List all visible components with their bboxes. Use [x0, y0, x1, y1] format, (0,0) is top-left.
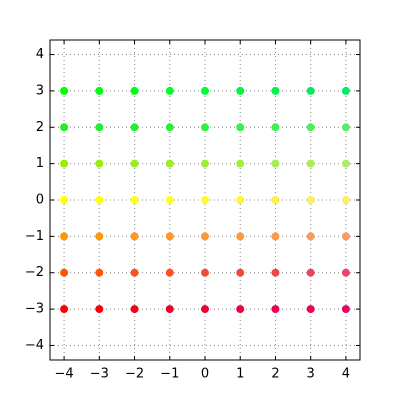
y-tick-label: 3 — [36, 83, 44, 98]
point — [341, 268, 350, 277]
point — [271, 305, 280, 314]
point — [201, 86, 209, 95]
y-tick-label: −4 — [25, 338, 44, 353]
point — [60, 159, 69, 168]
y-tick-label: −3 — [25, 302, 44, 317]
point — [60, 305, 69, 314]
point — [306, 86, 315, 95]
point — [341, 196, 350, 204]
point — [236, 123, 245, 132]
point — [130, 305, 139, 314]
y-tick-label: 4 — [36, 47, 44, 62]
point — [271, 232, 280, 241]
point — [165, 86, 174, 95]
y-tick-label: −2 — [25, 265, 44, 280]
point — [165, 196, 174, 204]
y-tick-label: 0 — [36, 193, 44, 208]
point — [95, 268, 104, 277]
point — [341, 123, 350, 132]
point — [95, 232, 104, 241]
point — [271, 123, 280, 132]
point — [95, 123, 104, 132]
point — [236, 305, 245, 314]
x-tick-label: −2 — [125, 367, 144, 382]
point — [130, 159, 139, 168]
point — [306, 232, 315, 241]
point — [271, 268, 280, 277]
point — [95, 86, 104, 95]
point — [60, 196, 69, 204]
y-tick-label: 2 — [36, 120, 44, 135]
point — [236, 232, 245, 241]
x-tick-label: −4 — [55, 367, 74, 382]
point — [341, 86, 350, 95]
point — [306, 123, 315, 132]
x-tick-label: 2 — [271, 367, 279, 382]
point — [60, 123, 69, 132]
point — [306, 159, 315, 168]
point — [201, 232, 209, 241]
point — [201, 268, 209, 277]
point — [341, 305, 350, 314]
x-tick-label: 1 — [236, 367, 244, 382]
point — [236, 268, 245, 277]
point — [95, 159, 104, 168]
point — [341, 159, 350, 168]
point — [95, 305, 104, 314]
point — [165, 305, 174, 314]
x-tick-label: 3 — [307, 367, 315, 382]
point — [60, 86, 69, 95]
point — [341, 232, 350, 241]
point — [201, 196, 209, 204]
x-tick-label: −1 — [160, 367, 179, 382]
point — [165, 159, 174, 168]
point — [236, 159, 245, 168]
point — [165, 232, 174, 241]
point — [271, 159, 280, 168]
point — [130, 86, 139, 95]
point — [201, 305, 209, 314]
point — [130, 196, 139, 204]
point — [165, 123, 174, 132]
point — [236, 196, 245, 204]
point — [95, 196, 104, 204]
point — [130, 268, 139, 277]
plot-frame — [49, 39, 361, 361]
point — [306, 196, 315, 204]
x-tick-label: −3 — [90, 367, 109, 382]
y-tick-label: 1 — [36, 156, 44, 171]
point — [130, 232, 139, 241]
point — [165, 268, 174, 277]
point — [201, 159, 209, 168]
x-tick-label: 4 — [342, 367, 350, 382]
point — [201, 123, 209, 132]
point — [271, 196, 280, 204]
point — [236, 86, 245, 95]
point — [271, 86, 280, 95]
x-tick-label: 0 — [201, 367, 209, 382]
point — [60, 268, 69, 277]
point — [306, 268, 315, 277]
point — [306, 305, 315, 314]
y-tick-label: −1 — [25, 229, 44, 244]
point — [130, 123, 139, 132]
point — [60, 232, 69, 241]
